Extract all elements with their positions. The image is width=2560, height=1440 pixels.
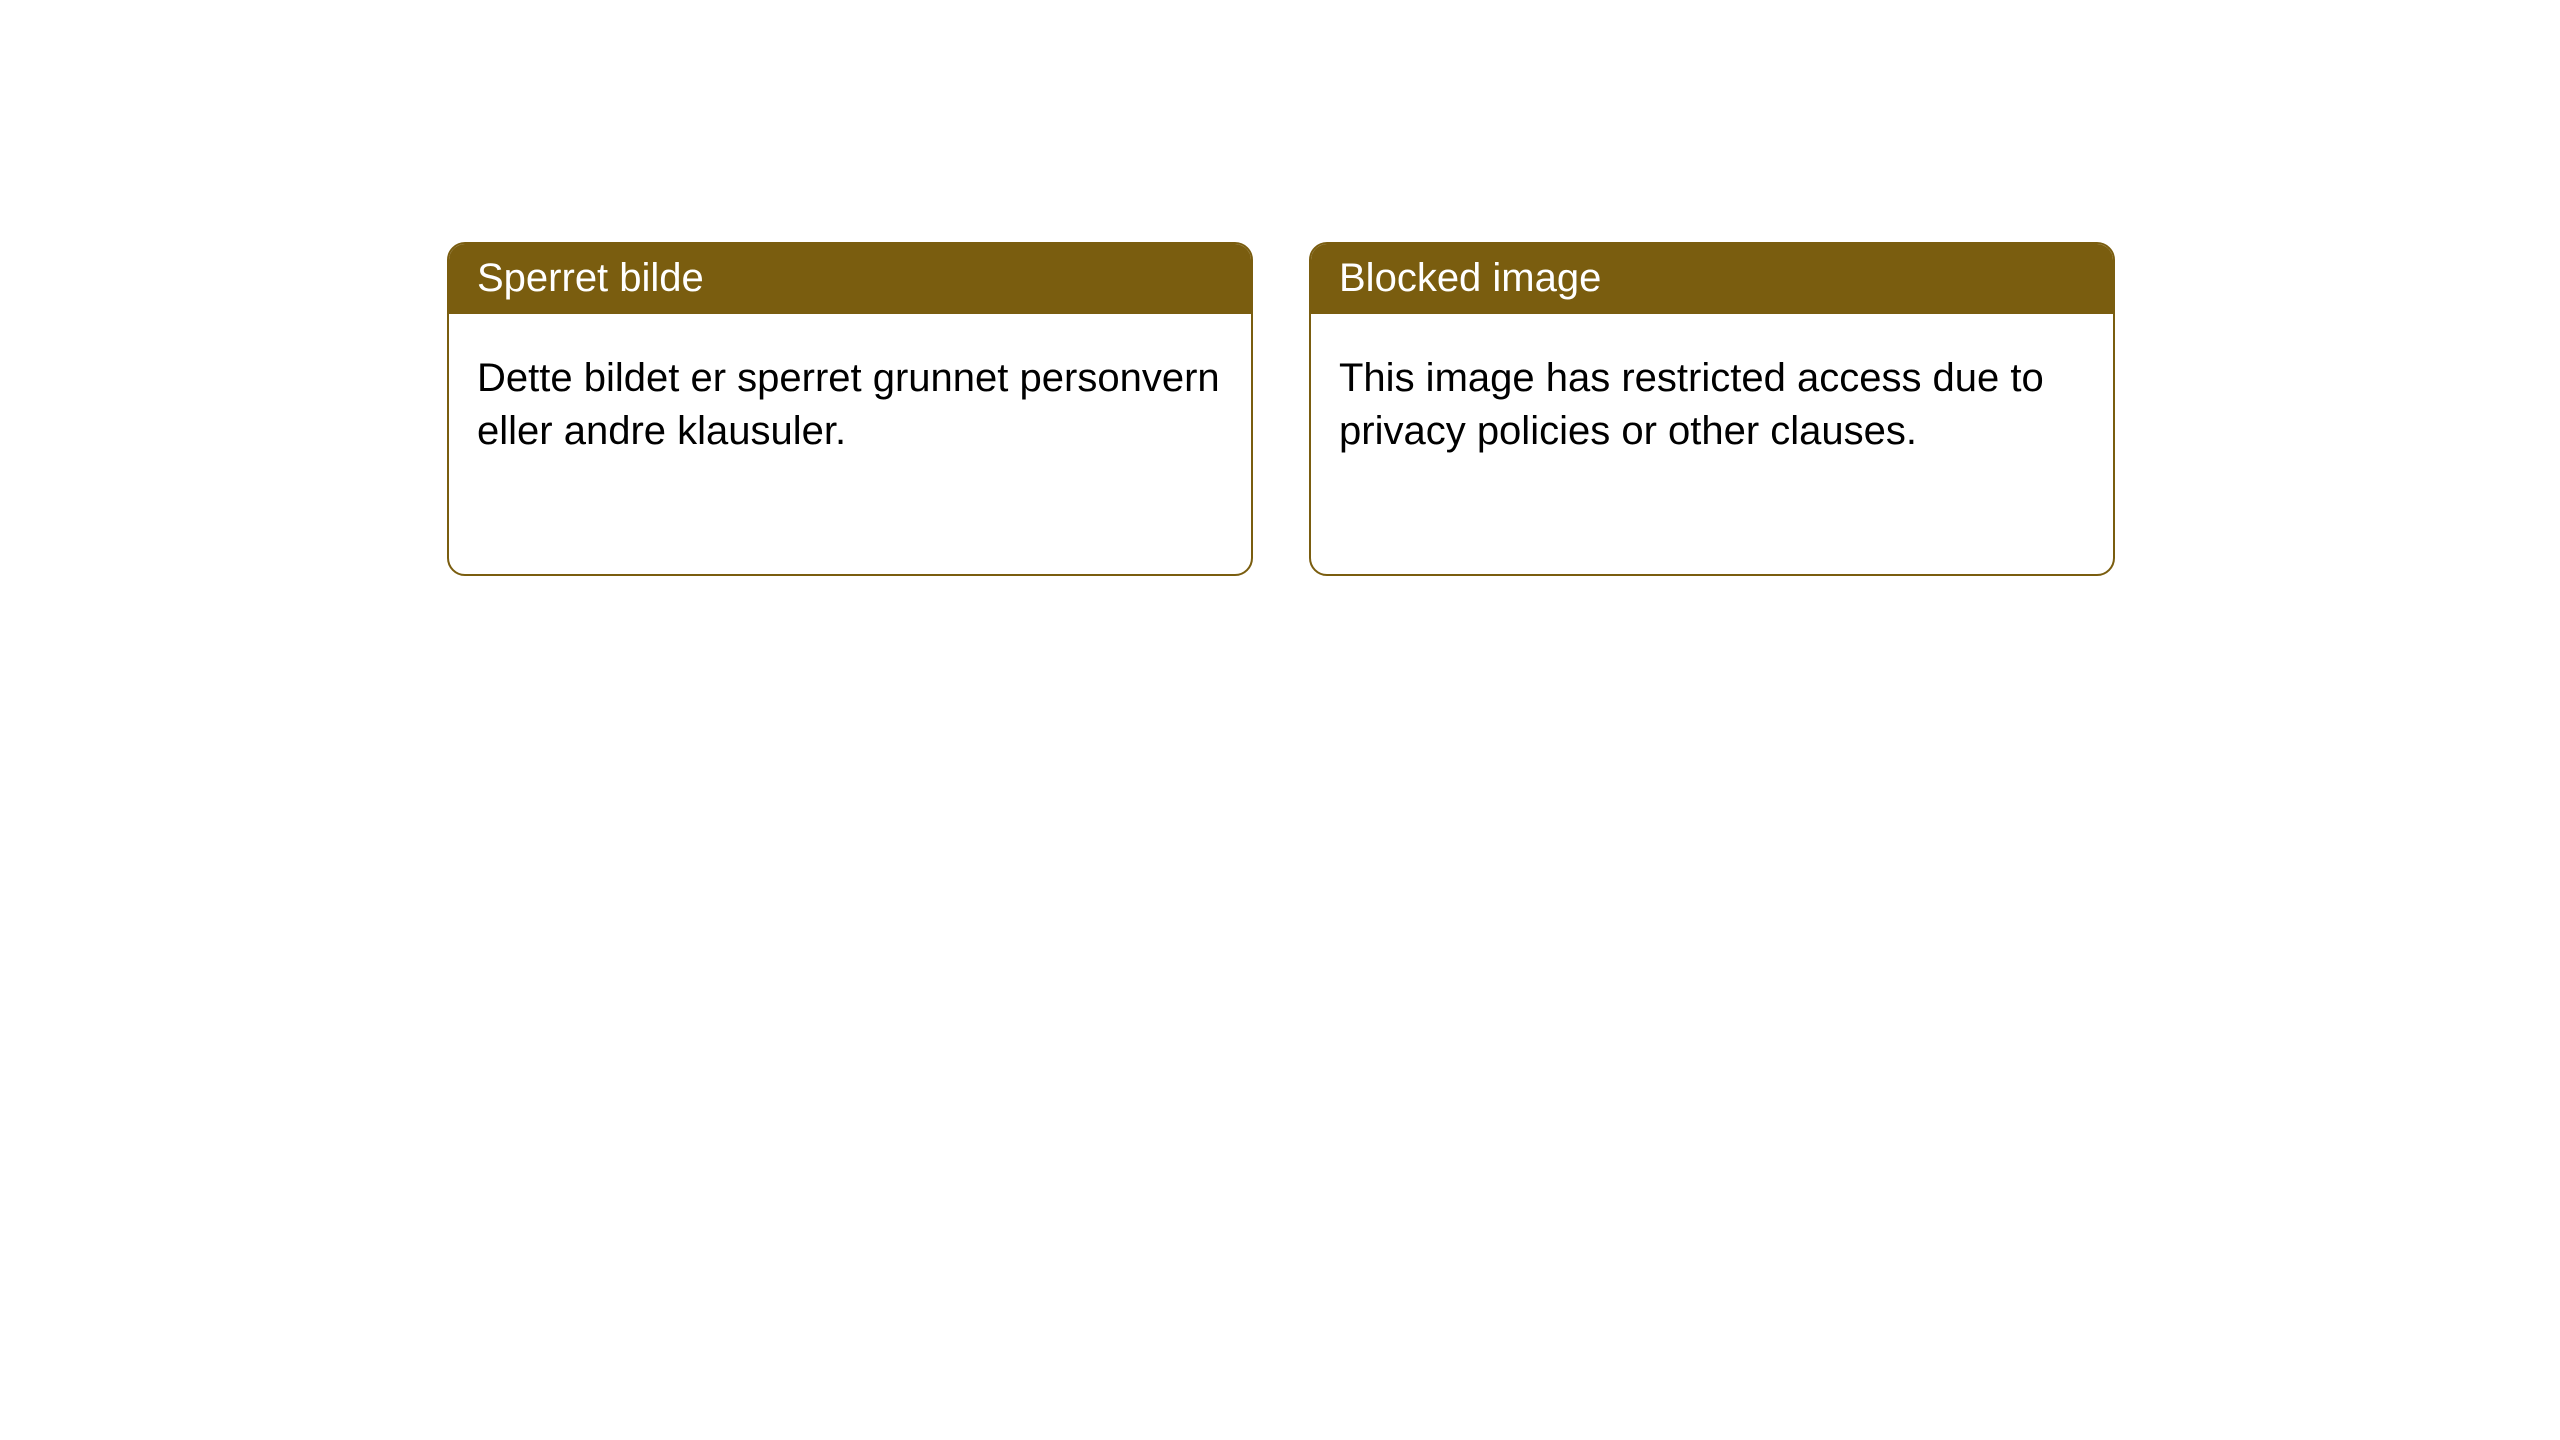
- notice-header-norwegian: Sperret bilde: [449, 244, 1251, 314]
- notice-body-english: This image has restricted access due to …: [1311, 314, 2113, 496]
- notice-card-english: Blocked image This image has restricted …: [1309, 242, 2115, 576]
- notice-container: Sperret bilde Dette bildet er sperret gr…: [447, 242, 2115, 576]
- notice-body-norwegian: Dette bildet er sperret grunnet personve…: [449, 314, 1251, 496]
- notice-card-norwegian: Sperret bilde Dette bildet er sperret gr…: [447, 242, 1253, 576]
- notice-header-english: Blocked image: [1311, 244, 2113, 314]
